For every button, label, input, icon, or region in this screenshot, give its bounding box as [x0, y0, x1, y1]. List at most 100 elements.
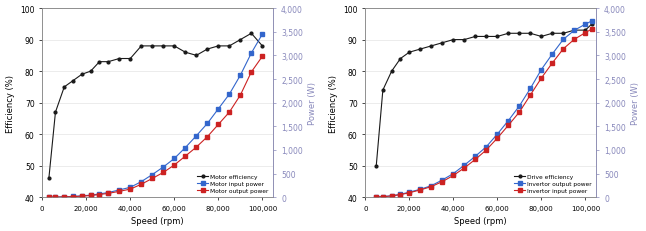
- Invertor output power: [439, 179, 446, 182]
- Motor output power: [225, 111, 233, 114]
- Y-axis label: Power (W): Power (W): [631, 82, 640, 125]
- Motor output power: [149, 177, 156, 180]
- Invertor input power: [516, 111, 523, 114]
- Invertor input power: [379, 195, 387, 198]
- Motor efficiency: [45, 177, 53, 180]
- Invertor input power: [588, 28, 596, 31]
- Motor output power: [171, 164, 178, 167]
- Motor efficiency: [69, 80, 77, 83]
- Y-axis label: Efficiency (%): Efficiency (%): [329, 74, 338, 132]
- Motor output power: [236, 94, 244, 97]
- Motor output power: [69, 195, 77, 198]
- Legend: Motor efficiency, Motor input power, Motor output power: Motor efficiency, Motor input power, Mot…: [196, 173, 271, 195]
- Invertor output power: [406, 191, 413, 194]
- Invertor input power: [428, 185, 435, 188]
- Motor output power: [247, 71, 255, 74]
- Drive efficiency: [516, 33, 523, 36]
- Motor efficiency: [160, 45, 167, 48]
- Invertor input power: [537, 77, 545, 80]
- Drive efficiency: [548, 33, 556, 36]
- Invertor output power: [494, 133, 501, 136]
- Motor efficiency: [225, 45, 233, 48]
- Motor efficiency: [96, 61, 103, 64]
- Invertor output power: [417, 188, 424, 191]
- Invertor output power: [588, 20, 596, 23]
- Motor efficiency: [60, 86, 68, 89]
- Motor output power: [96, 193, 103, 196]
- Invertor output power: [428, 185, 435, 187]
- Motor efficiency: [247, 33, 255, 36]
- Motor input power: [127, 186, 134, 189]
- Motor output power: [52, 196, 59, 199]
- Motor input power: [45, 196, 53, 199]
- Drive efficiency: [472, 36, 479, 39]
- Drive efficiency: [505, 33, 512, 36]
- Motor output power: [116, 190, 123, 193]
- Drive efficiency: [526, 33, 534, 36]
- Invertor output power: [559, 39, 567, 42]
- Invertor input power: [559, 48, 567, 51]
- Invertor output power: [461, 164, 468, 167]
- Motor input power: [236, 75, 244, 77]
- Motor input power: [105, 191, 112, 194]
- Invertor output power: [397, 193, 404, 196]
- X-axis label: Speed (rpm): Speed (rpm): [455, 216, 507, 225]
- Drive efficiency: [581, 30, 589, 32]
- Drive efficiency: [537, 36, 545, 39]
- Motor efficiency: [236, 39, 244, 42]
- Drive efficiency: [439, 42, 446, 45]
- Motor input power: [116, 189, 123, 191]
- Invertor output power: [450, 173, 457, 175]
- Invertor input power: [461, 167, 468, 170]
- X-axis label: Speed (rpm): Speed (rpm): [132, 216, 184, 225]
- Motor input power: [247, 52, 255, 55]
- Motor input power: [203, 122, 211, 125]
- Invertor input power: [526, 94, 534, 97]
- Motor efficiency: [149, 45, 156, 48]
- Motor input power: [96, 193, 103, 195]
- Drive efficiency: [388, 70, 395, 73]
- Motor efficiency: [171, 45, 178, 48]
- Line: Motor output power: Motor output power: [47, 55, 264, 199]
- Drive efficiency: [397, 58, 404, 61]
- Motor output power: [127, 188, 134, 191]
- Drive efficiency: [588, 23, 596, 26]
- Motor input power: [171, 157, 178, 160]
- Line: Invertor output power: Invertor output power: [375, 20, 594, 199]
- Invertor output power: [570, 30, 578, 33]
- Motor efficiency: [214, 45, 222, 48]
- Drive efficiency: [428, 45, 435, 48]
- Motor efficiency: [87, 70, 94, 73]
- Motor input power: [69, 195, 77, 198]
- Motor output power: [60, 196, 68, 198]
- Motor efficiency: [52, 111, 59, 114]
- Invertor input power: [548, 62, 556, 65]
- Invertor output power: [516, 105, 523, 108]
- Motor input power: [193, 135, 200, 137]
- Motor output power: [138, 183, 145, 186]
- Motor efficiency: [193, 55, 200, 58]
- Motor output power: [258, 56, 266, 58]
- Invertor input power: [397, 193, 404, 196]
- Motor efficiency: [78, 73, 86, 76]
- Invertor output power: [548, 53, 556, 56]
- Motor input power: [160, 166, 167, 169]
- Motor output power: [105, 192, 112, 195]
- Drive efficiency: [379, 89, 387, 92]
- Invertor output power: [472, 155, 479, 158]
- Invertor input power: [581, 32, 589, 35]
- Invertor input power: [570, 39, 578, 42]
- Invertor input power: [417, 189, 424, 191]
- Drive efficiency: [372, 165, 380, 167]
- Motor efficiency: [138, 45, 145, 48]
- Line: Motor efficiency: Motor efficiency: [46, 31, 265, 181]
- Motor output power: [78, 195, 86, 198]
- Y-axis label: Efficiency (%): Efficiency (%): [6, 74, 15, 132]
- Invertor input power: [406, 191, 413, 194]
- Y-axis label: Power (W): Power (W): [308, 82, 317, 125]
- Invertor input power: [439, 180, 446, 183]
- Invertor input power: [388, 195, 395, 198]
- Drive efficiency: [570, 30, 578, 32]
- Motor efficiency: [116, 58, 123, 61]
- Drive efficiency: [559, 33, 567, 36]
